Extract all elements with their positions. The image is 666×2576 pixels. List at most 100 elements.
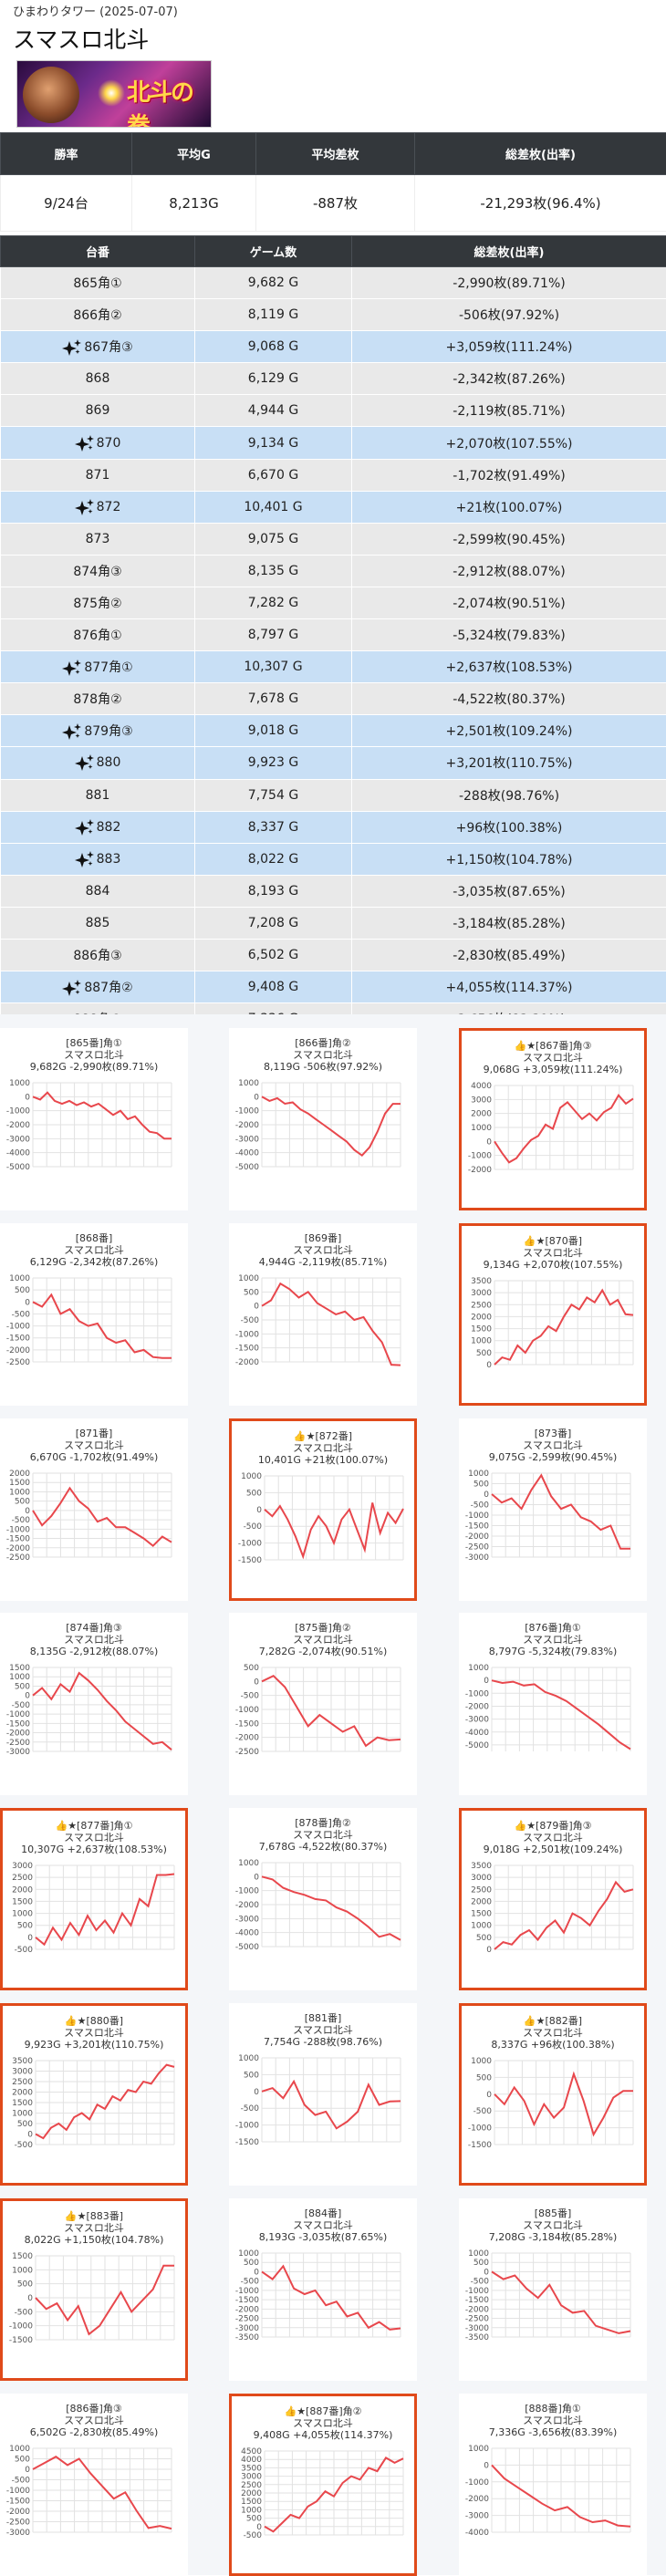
machine-header-games[interactable]: ゲーム数 (195, 236, 352, 267)
machine-number-cell[interactable]: 881 (1, 779, 195, 811)
y-tick-label: 1000 (468, 2249, 489, 2259)
machine-number-cell[interactable]: 887角② (1, 971, 195, 1003)
chart-summary: 9,134G +2,070枚(107.55%) (462, 1259, 644, 1271)
chart-subtitle: スマスロ北斗 (229, 1049, 417, 1061)
y-tick-label: -2000 (6, 1346, 30, 1356)
chart-summary: 7,282G -2,074枚(90.51%) (229, 1646, 417, 1657)
sparkle-icon (62, 339, 82, 356)
machine-number-cell[interactable]: 877角① (1, 651, 195, 683)
y-tick-label: -1000 (235, 1330, 259, 1339)
machine-number-cell[interactable]: 882 (1, 811, 195, 843)
machine-number-cell[interactable]: 879角③ (1, 715, 195, 747)
chart-title: 👍★[880番] (3, 2015, 185, 2027)
chart-subtitle: スマスロ北斗 (0, 1049, 188, 1061)
machine-number-cell[interactable]: 874角③ (1, 555, 195, 587)
y-tick-label: 500 (246, 1489, 262, 1498)
machine-number-cell[interactable]: 875角② (1, 587, 195, 618)
chart-subtitle: スマスロ北斗 (229, 1634, 417, 1646)
machine-header-diff[interactable]: 総差枚(出率) (352, 236, 666, 267)
machine-number-cell[interactable]: 873 (1, 523, 195, 555)
y-tick-label: -1000 (465, 1511, 489, 1521)
y-tick-label: 2500 (471, 1301, 492, 1310)
breadcrumb[interactable]: ひまわりタワー (2025-07-07) (13, 2, 178, 19)
machine-number-cell[interactable]: 885 (1, 907, 195, 939)
y-tick-label: -1500 (6, 1720, 30, 1729)
machine-number-cell[interactable]: 876角① (1, 619, 195, 651)
chart-title: [888番]角① (459, 2403, 647, 2415)
machine-number-cell[interactable]: 871 (1, 459, 195, 491)
machine-number-cell[interactable]: 878角② (1, 683, 195, 715)
machine-number-cell[interactable]: 870 (1, 427, 195, 459)
y-tick-label: 500 (15, 1683, 30, 1692)
machine-number: 877角① (84, 660, 132, 675)
y-tick-label: -500 (241, 1692, 260, 1701)
machine-number-cell[interactable]: 872 (1, 491, 195, 523)
chart-title: 👍★[887番]角② (232, 2405, 414, 2417)
chart-title: [866番]角② (229, 1037, 417, 1049)
y-tick-label: -500 (241, 1316, 260, 1325)
machine-number-cell[interactable]: 865角① (1, 267, 195, 299)
machine-number-cell[interactable]: 883 (1, 843, 195, 875)
machine-number-cell[interactable]: 886角③ (1, 939, 195, 971)
machine-number-cell[interactable]: 866角② (1, 299, 195, 331)
chart-subtitle: スマスロ北斗 (0, 1244, 188, 1256)
chart-summary: 8,135G -2,912枚(88.07%) (0, 1646, 188, 1657)
machine-number-cell[interactable]: 867角③ (1, 331, 195, 363)
machine-number-cell[interactable]: 880 (1, 747, 195, 779)
machine-header-number[interactable]: 台番 (1, 236, 195, 267)
machine-number-cell[interactable]: 884 (1, 875, 195, 907)
y-tick-label: -2000 (6, 1729, 30, 1739)
machine-number-cell[interactable]: 869 (1, 395, 195, 427)
machine-number-cell[interactable]: 868 (1, 363, 195, 395)
total-diff-cell: +2,637枚(108.53%) (352, 651, 666, 683)
y-tick-label: 2000 (12, 2089, 33, 2098)
